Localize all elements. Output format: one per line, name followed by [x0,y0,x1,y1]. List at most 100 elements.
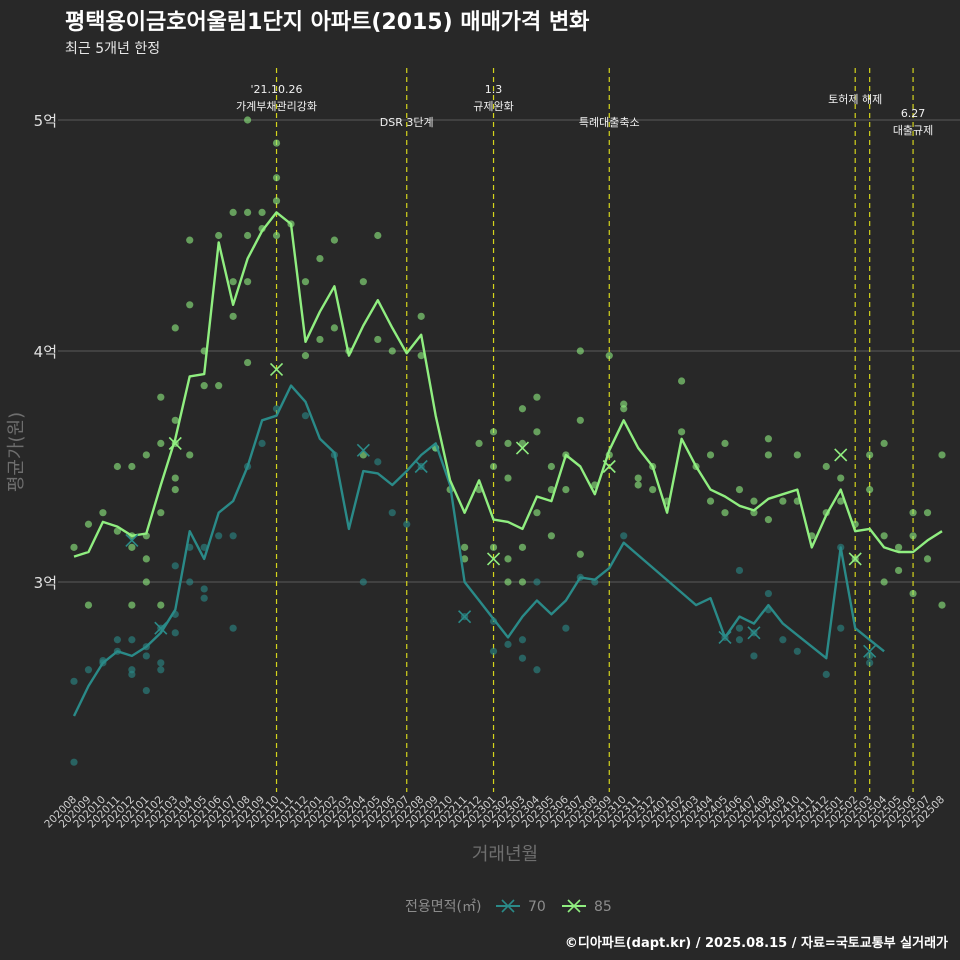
transaction-point [84,601,93,609]
x-marker-stroke [602,459,616,474]
legend-label: 70 [528,899,546,915]
transaction-point [258,439,266,447]
transaction-point [374,231,382,240]
transaction-point [244,358,252,367]
event-label: 가계부채관리강화 [236,100,317,113]
transaction-point [576,416,584,424]
transaction-point [489,462,498,471]
transaction-point [764,589,773,598]
transaction-point [128,462,136,471]
x-marker-stroke [863,644,877,658]
transaction-point [388,509,396,517]
series-x-marker [515,441,530,455]
y-tick-label: 3억 [34,574,57,592]
transaction-point [417,312,425,320]
transaction-point [938,451,946,459]
event-label: DSR 3단계 [380,116,434,129]
transaction-point [678,377,686,385]
transaction-point [388,347,396,355]
x-marker-stroke [154,621,168,635]
x-marker-stroke [747,626,761,640]
transaction-point [301,278,310,286]
transaction-point [489,647,498,655]
transaction-point [229,532,237,540]
transaction-point [475,439,483,447]
event-label: 1.3 [485,83,503,96]
transaction-point [866,451,874,459]
transaction-point [272,139,281,147]
transaction-point [533,428,541,436]
transaction-point [735,636,744,644]
transaction-point [678,428,686,436]
transaction-point [229,624,237,632]
transaction-point [518,405,527,413]
event-label: '21.10.26 [251,83,303,96]
transaction-point [142,578,150,586]
transaction-point [562,486,570,494]
transaction-point [533,578,541,586]
series-x-marker [414,459,428,474]
transaction-point [721,439,729,447]
transaction-point [128,543,136,551]
transaction-point [649,486,657,494]
transaction-point [504,578,512,586]
transaction-point [301,352,310,360]
transaction-point [605,352,613,360]
transaction-point [504,439,512,447]
transaction-point [128,636,136,644]
transaction-point [837,474,845,482]
transaction-point [330,236,338,244]
transaction-point [822,462,830,471]
transaction-point [518,543,527,551]
x-tick-labels: 2020082020092020102020112020122021012021… [42,793,947,830]
transaction-point [923,555,932,563]
transaction-point [764,516,773,524]
transaction-point [547,532,556,540]
source-caption: ©디아파트(dapt.kr) / 2025.08.15 / 자료=국토교통부 실… [565,935,948,951]
series-x-marker [863,644,877,658]
x-axis-title: 거래년월 [472,844,538,865]
transaction-point [518,578,527,586]
transaction-point [200,543,208,551]
transaction-point [157,666,165,674]
transaction-point [244,116,252,124]
transaction-point [272,174,281,182]
transaction-point [923,509,932,517]
transaction-point [533,666,541,674]
series-x-marker [458,610,472,624]
transaction-point [215,231,223,240]
transaction-point [157,393,165,401]
y-tick-labels: 3억 4억 5억 [34,112,57,592]
transaction-point [735,624,744,632]
transaction-point [461,543,469,551]
transaction-point [186,451,194,459]
transaction-point [779,636,787,644]
transaction-point [533,509,541,517]
transaction-point [909,509,917,517]
transaction-point [186,301,194,309]
transaction-point [142,451,150,459]
series-line-85 [73,211,943,558]
transaction-point [229,278,237,286]
x-marker-stroke [414,459,428,474]
transaction-point [157,439,165,447]
transaction-point [938,601,946,609]
transaction-point [244,278,252,286]
transaction-point [186,236,194,244]
transaction-point [837,624,845,632]
series-x-marker [848,552,862,566]
series-x-marker [834,448,848,462]
transaction-point [330,324,338,332]
legend-swatch-x [567,899,581,913]
x-marker-stroke [834,448,848,462]
transaction-point [157,601,165,609]
transaction-point [171,629,179,637]
chart-subtitle: 최근 5개년 한정 [65,41,160,57]
series-x-marker [602,459,616,474]
transaction-point [113,527,121,535]
transaction-point [84,520,93,528]
transaction-point [70,758,78,766]
transaction-point [576,550,584,558]
transaction-point [171,486,179,494]
